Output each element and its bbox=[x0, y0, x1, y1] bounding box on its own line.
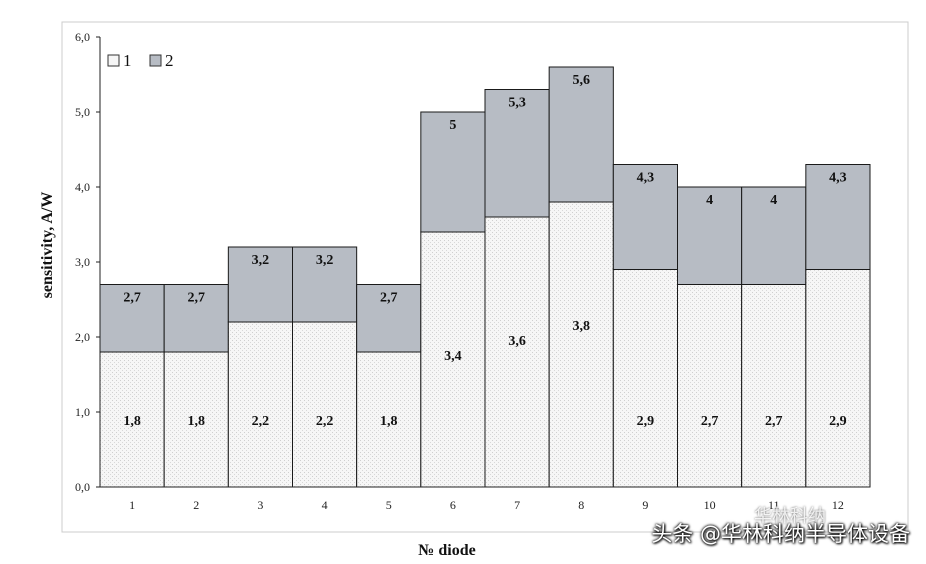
bar-series-1 bbox=[227, 321, 293, 488]
data-label-series-2: 2,7 bbox=[188, 291, 206, 306]
x-axis: 1 2 3 4 5 6 7 8 9 10 11 12 bbox=[129, 498, 844, 512]
bar-series-1 bbox=[805, 269, 871, 488]
y-tick-label: 1,0 bbox=[75, 405, 90, 419]
data-label-series-2: 5,6 bbox=[573, 73, 591, 88]
watermark-text: 头条 @华林科纳半导体设备 bbox=[651, 522, 910, 546]
y-axis-title: sensitivity, A/W bbox=[39, 192, 56, 299]
bar-series-2 bbox=[677, 186, 743, 285]
bar-series-1 bbox=[99, 351, 165, 488]
bars-group: 2,7 1,8 2,7 1,8 3,2 2,2 3,2 2,2 2,7 1,8 5 3,4 5,3 3,6… bbox=[99, 66, 871, 488]
bar-series-1 bbox=[356, 351, 422, 488]
data-label-series-2: 4,3 bbox=[637, 171, 655, 186]
x-axis-title: № diode bbox=[418, 542, 475, 559]
data-label-series-1: 2,7 bbox=[701, 414, 719, 429]
x-tick-label: 8 bbox=[578, 498, 584, 512]
bar-series-2 bbox=[292, 246, 358, 323]
legend-label-1: 1 bbox=[123, 51, 132, 70]
bar-series-2 bbox=[484, 89, 550, 218]
x-tick-label: 9 bbox=[642, 498, 648, 512]
x-tick-label: 5 bbox=[386, 498, 392, 512]
y-tick-label: 3,0 bbox=[75, 255, 90, 269]
data-label-series-1: 3,4 bbox=[444, 349, 462, 364]
bar-series-1 bbox=[292, 321, 358, 488]
bar-series-1 bbox=[741, 284, 807, 488]
data-label-series-2: 5 bbox=[449, 118, 456, 133]
legend-swatch-2 bbox=[149, 54, 162, 67]
data-label-series-1: 1,8 bbox=[123, 414, 141, 429]
bar-series-1 bbox=[677, 284, 743, 488]
data-label-series-1: 2,9 bbox=[829, 414, 847, 429]
data-label-series-2: 3,2 bbox=[316, 253, 334, 268]
legend-swatch-1 bbox=[107, 54, 120, 67]
x-tick-label: 10 bbox=[704, 498, 716, 512]
x-tick-label: 11 bbox=[768, 498, 780, 512]
x-tick-label: 2 bbox=[193, 498, 199, 512]
y-tick-label: 6,0 bbox=[75, 30, 90, 44]
bar-series-1 bbox=[420, 231, 486, 488]
data-label-series-2: 4 bbox=[770, 193, 777, 208]
data-label-series-1: 3,8 bbox=[573, 319, 591, 334]
data-label-series-1: 1,8 bbox=[188, 414, 206, 429]
data-label-series-1: 2,2 bbox=[316, 414, 334, 429]
data-label-series-2: 2,7 bbox=[380, 291, 398, 306]
bar-series-2 bbox=[805, 164, 871, 270]
x-tick-label: 12 bbox=[832, 498, 844, 512]
bar-series-1 bbox=[484, 216, 550, 488]
y-axis: 0,0 1,0 2,0 3,0 4,0 5,0 6,0 bbox=[75, 30, 870, 494]
bar-series-1 bbox=[163, 351, 229, 488]
bar-series-2 bbox=[741, 186, 807, 285]
x-tick-label: 1 bbox=[129, 498, 135, 512]
x-tick-label: 4 bbox=[322, 498, 328, 512]
y-tick-label: 5,0 bbox=[75, 105, 90, 119]
watermark-logo: 华林科纳 bbox=[754, 506, 826, 527]
data-label-series-1: 2,7 bbox=[765, 414, 783, 429]
bar-series-1 bbox=[612, 269, 678, 488]
bar-series-2 bbox=[548, 66, 614, 203]
bar-series-2 bbox=[612, 164, 678, 270]
bar-series-1 bbox=[548, 201, 614, 488]
data-label-series-2: 5,3 bbox=[508, 96, 526, 111]
data-label-series-1: 1,8 bbox=[380, 414, 398, 429]
data-label-series-1: 3,6 bbox=[508, 334, 526, 349]
data-label-series-2: 2,7 bbox=[123, 291, 141, 306]
legend: 1 2 bbox=[107, 51, 174, 70]
bar-series-2 bbox=[420, 111, 486, 233]
y-tick-label: 2,0 bbox=[75, 330, 90, 344]
legend-label-2: 2 bbox=[165, 51, 174, 70]
data-label-series-2: 3,2 bbox=[252, 253, 270, 268]
data-label-series-1: 2,2 bbox=[252, 414, 270, 429]
data-label-series-1: 2,9 bbox=[637, 414, 655, 429]
chart-frame bbox=[61, 21, 909, 533]
x-tick-label: 3 bbox=[257, 498, 263, 512]
y-tick-label: 0,0 bbox=[75, 480, 90, 494]
x-tick-label: 6 bbox=[450, 498, 456, 512]
bar-series-2 bbox=[356, 284, 422, 353]
data-label-series-2: 4,3 bbox=[829, 171, 847, 186]
data-label-series-2: 4 bbox=[706, 193, 713, 208]
y-tick-label: 4,0 bbox=[75, 180, 90, 194]
x-tick-label: 7 bbox=[514, 498, 520, 512]
